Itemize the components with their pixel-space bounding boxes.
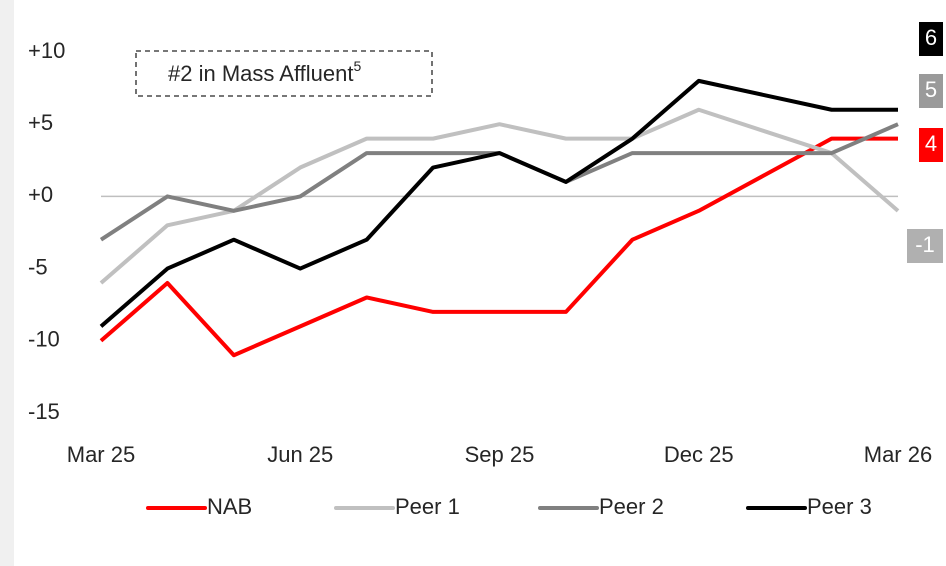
legend-label: Peer 1: [395, 494, 460, 519]
annotation-box: [135, 50, 433, 97]
end-label: -1: [915, 232, 935, 257]
end-label: 5: [925, 77, 937, 102]
end-label-box: [919, 74, 943, 108]
y-tick-label: +5: [28, 110, 53, 135]
legend-label: Peer 2: [599, 494, 664, 519]
end-label-box: [919, 22, 943, 56]
x-tick-label: Dec 25: [664, 442, 734, 467]
x-tick-label: Mar 26: [864, 442, 932, 467]
series-line: [99, 136, 898, 358]
y-tick-label: -5: [28, 254, 48, 279]
y-tick-label: -15: [28, 399, 60, 424]
y-tick-label: +0: [28, 182, 53, 207]
x-tick-label: Jun 25: [267, 442, 333, 467]
end-label-box: [907, 229, 943, 263]
annotation-text: #2 in Mass Affluent: [168, 61, 354, 86]
x-tick-label: Sep 25: [465, 442, 535, 467]
legend-label: Peer 3: [807, 494, 872, 519]
end-label: 6: [925, 25, 937, 50]
end-label-box: [919, 128, 943, 162]
x-tick-label: Mar 25: [67, 442, 135, 467]
series-line: [99, 78, 898, 328]
y-tick-label: -10: [28, 327, 60, 352]
end-label: 4: [925, 131, 937, 156]
y-tick-label: +10: [28, 38, 65, 63]
annotation-superscript: 5: [354, 58, 362, 74]
annotation: #2 in Mass Affluent5: [168, 58, 362, 86]
legend-label: NAB: [207, 494, 252, 519]
